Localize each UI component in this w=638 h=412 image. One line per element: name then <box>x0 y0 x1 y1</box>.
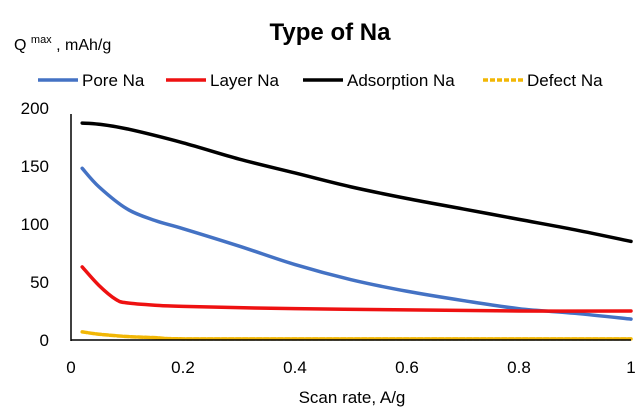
series-line-adsorption-na <box>80 121 633 244</box>
y-tick-label: 100 <box>21 215 49 234</box>
x-tick-label: 1 <box>626 358 635 377</box>
y-axis-label: Q max , mAh/g <box>14 30 111 54</box>
chart-title: Type of Na <box>270 19 392 46</box>
x-tick-label: 0 <box>66 358 75 377</box>
x-tick-label: 0.4 <box>283 358 307 377</box>
y-tick-label: 0 <box>40 331 49 350</box>
y-tick-label: 50 <box>30 273 49 292</box>
y-tick-label: 200 <box>21 99 49 118</box>
legend-label-adsorption-na: Adsorption Na <box>347 71 455 90</box>
legend-label-defect-na: Defect Na <box>527 71 603 90</box>
y-axis-label-main: Q <box>14 37 26 54</box>
y-axis-ticks: 0 50 100 150 200 <box>21 99 49 350</box>
y-axis-label-superscript: max <box>31 34 52 46</box>
x-axis-ticks: 0 0.2 0.4 0.6 0.8 1 <box>66 358 635 377</box>
series-line-defect-na <box>80 330 633 341</box>
series-line-layer-na <box>80 265 633 313</box>
legend-label-pore-na: Pore Na <box>82 71 145 90</box>
series-line-pore-na <box>80 166 633 321</box>
x-axis-label: Scan rate, A/g <box>299 388 406 407</box>
x-tick-label: 0.8 <box>507 358 531 377</box>
x-tick-label: 0.6 <box>395 358 419 377</box>
legend-label-layer-na: Layer Na <box>210 71 280 90</box>
plot-area <box>80 121 633 341</box>
y-tick-label: 150 <box>21 157 49 176</box>
x-tick-label: 0.2 <box>171 358 195 377</box>
legend: Pore Na Layer Na Adsorption Na Defect Na <box>38 71 603 90</box>
y-axis-label-units: , mAh/g <box>56 37 111 54</box>
